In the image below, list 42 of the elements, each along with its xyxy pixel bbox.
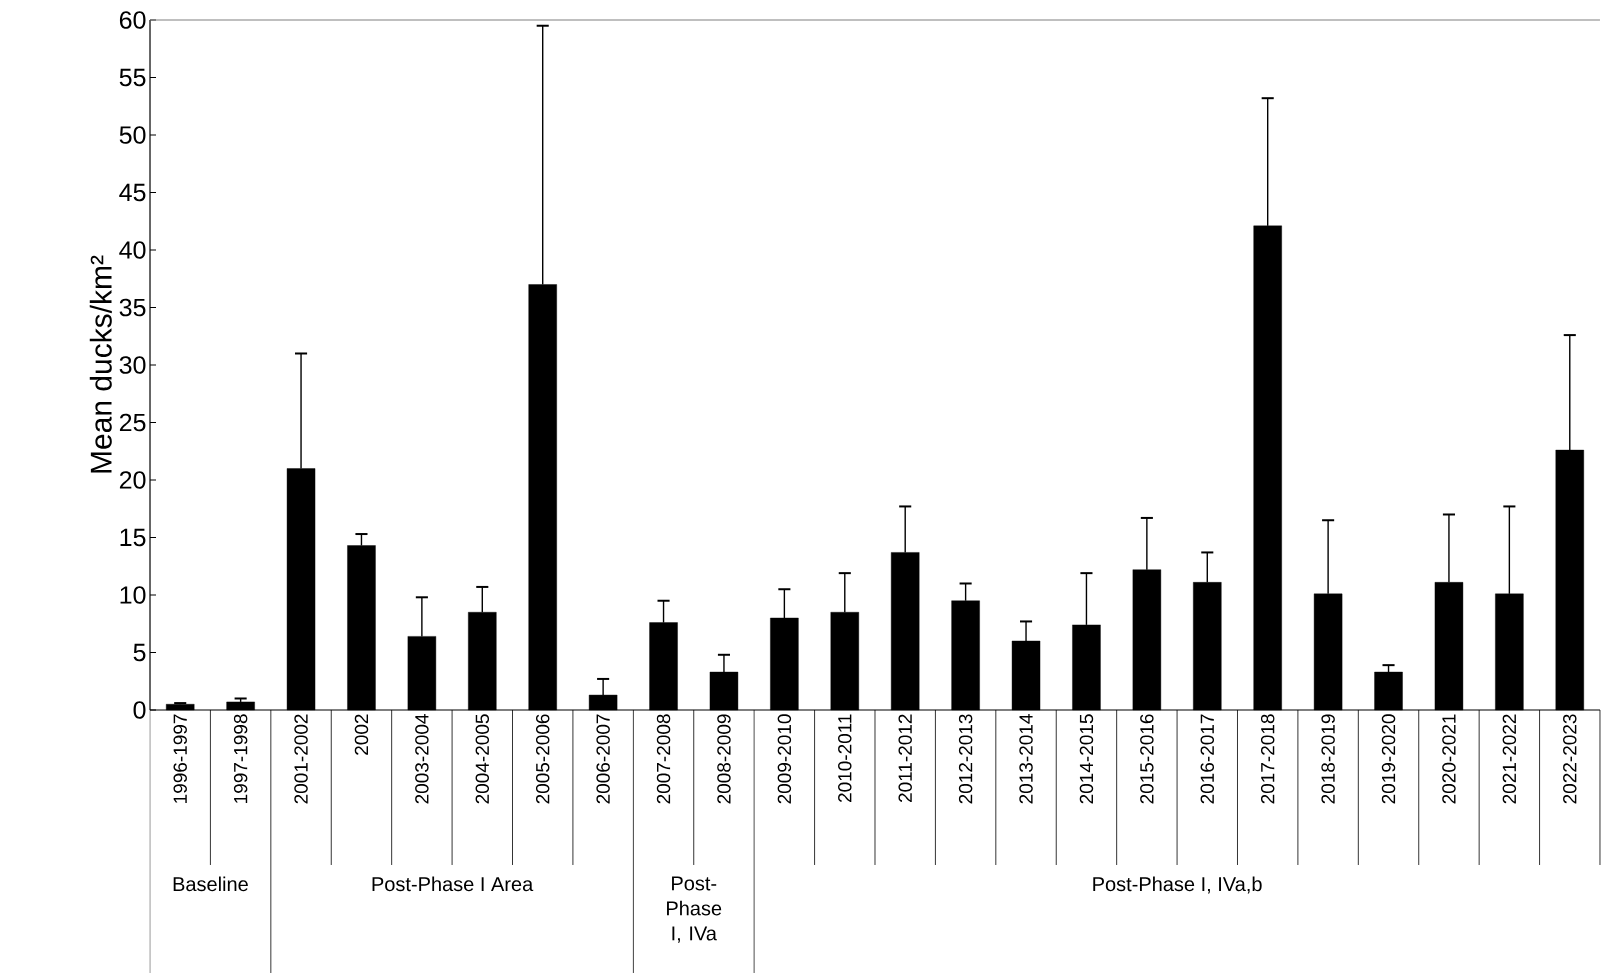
text: Baseline: [173, 876, 248, 892]
x-tick-label: 2015-2016: [1140, 714, 1154, 804]
x-tick-label: 2007-2008: [656, 714, 671, 804]
y-tick-label: 30: [119, 356, 146, 374]
x-tick-label: 2017-2018: [1260, 714, 1275, 804]
x-tick-label: 2008-2009: [717, 714, 731, 804]
y-tick-label: 0: [133, 701, 146, 719]
text: Post-Phase I Area: [372, 876, 534, 892]
x-tick-label: 2021-2022: [1502, 714, 1517, 804]
y-tick-label: 55: [119, 68, 146, 87]
y-tick-label: 25: [119, 413, 146, 432]
y-axis-title: Mean ducks/km²: [89, 255, 112, 473]
x-tick-label: 2018-2019: [1321, 714, 1335, 804]
x-tick-label: 2012-2013: [958, 714, 973, 804]
y-tick-label: 45: [119, 183, 146, 202]
x-tick-label: 2020-2021: [1442, 714, 1456, 804]
x-tick-label: 1997-1998: [233, 714, 248, 803]
x-tick-label: 2014-2015: [1079, 714, 1094, 804]
x-tick-label: 1996-1997: [173, 714, 187, 803]
x-tick-label: 2011-2012: [898, 714, 912, 803]
x-tick-label: 2003-2004: [415, 714, 429, 804]
y-tick-label: 40: [119, 241, 146, 259]
x-tick-label: 2002: [354, 714, 369, 755]
y-tick-label: 60: [119, 11, 146, 29]
x-tick-label: 2009-2010: [777, 714, 792, 804]
y-tick-label: 20: [119, 471, 146, 489]
x-tick-label: 2006-2007: [596, 714, 610, 804]
x-tick-label: 2016-2017: [1200, 714, 1215, 804]
x-tick-label: 2019-2020: [1381, 714, 1396, 804]
text: Post-Phase I, IVa: [667, 876, 722, 943]
y-tick-label: 5: [133, 643, 146, 662]
y-tick-label: 35: [119, 298, 146, 317]
y-tick-label: 10: [120, 586, 146, 604]
x-tick-label: 2013-2014: [1019, 714, 1033, 804]
x-tick-label: 2005-2006: [535, 714, 550, 804]
y-tick-label: 50: [119, 126, 146, 144]
text: Post-Phase I, IVa,b: [1093, 876, 1262, 894]
y-tick-label: 15: [120, 528, 146, 547]
x-tick-label: 2001-2002: [294, 714, 308, 804]
x-tick-label: 2022-2023: [1563, 714, 1577, 804]
x-tick-label: 2010-2011: [838, 714, 852, 803]
x-tick-label: 2004-2005: [475, 714, 490, 804]
